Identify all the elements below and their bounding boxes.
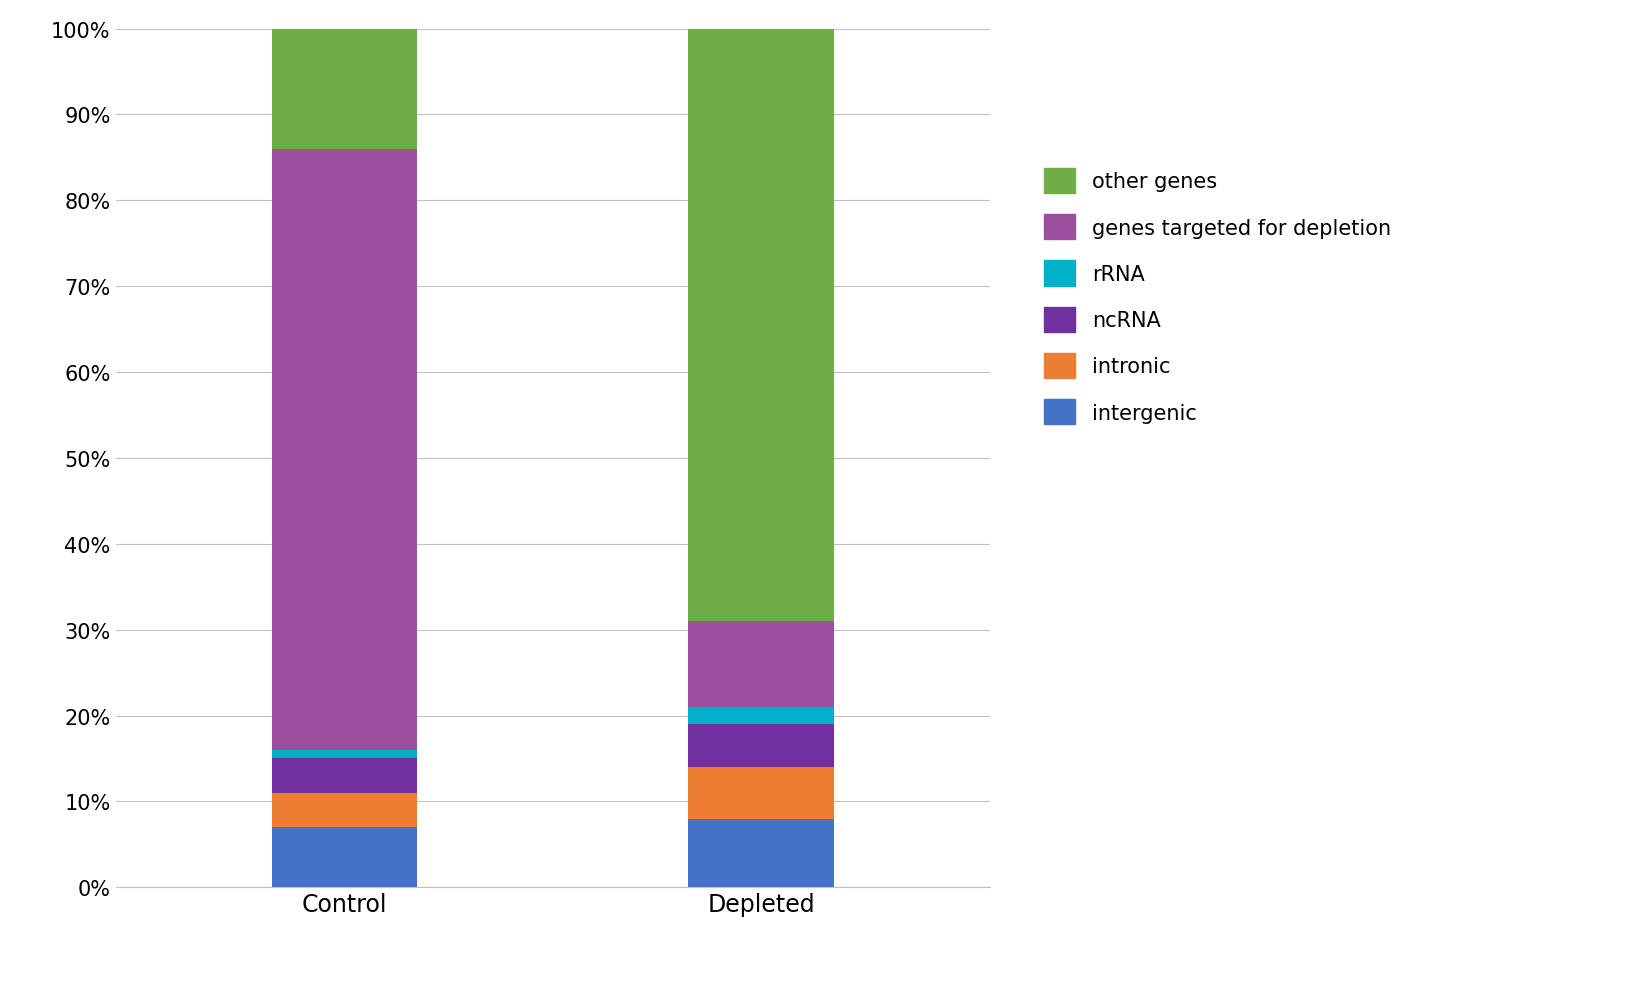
Legend: other genes, genes targeted for depletion, rRNA, ncRNA, intronic, intergenic: other genes, genes targeted for depletio…	[1044, 169, 1391, 425]
Bar	[688, 818, 833, 887]
Bar	[272, 150, 417, 750]
Bar	[688, 621, 833, 707]
Bar	[688, 707, 833, 725]
Bar	[272, 759, 417, 793]
Bar	[272, 827, 417, 887]
Bar	[688, 725, 833, 767]
Bar	[272, 30, 417, 150]
Bar	[688, 767, 833, 818]
Bar	[688, 30, 833, 621]
Bar	[272, 750, 417, 759]
Bar	[272, 793, 417, 827]
